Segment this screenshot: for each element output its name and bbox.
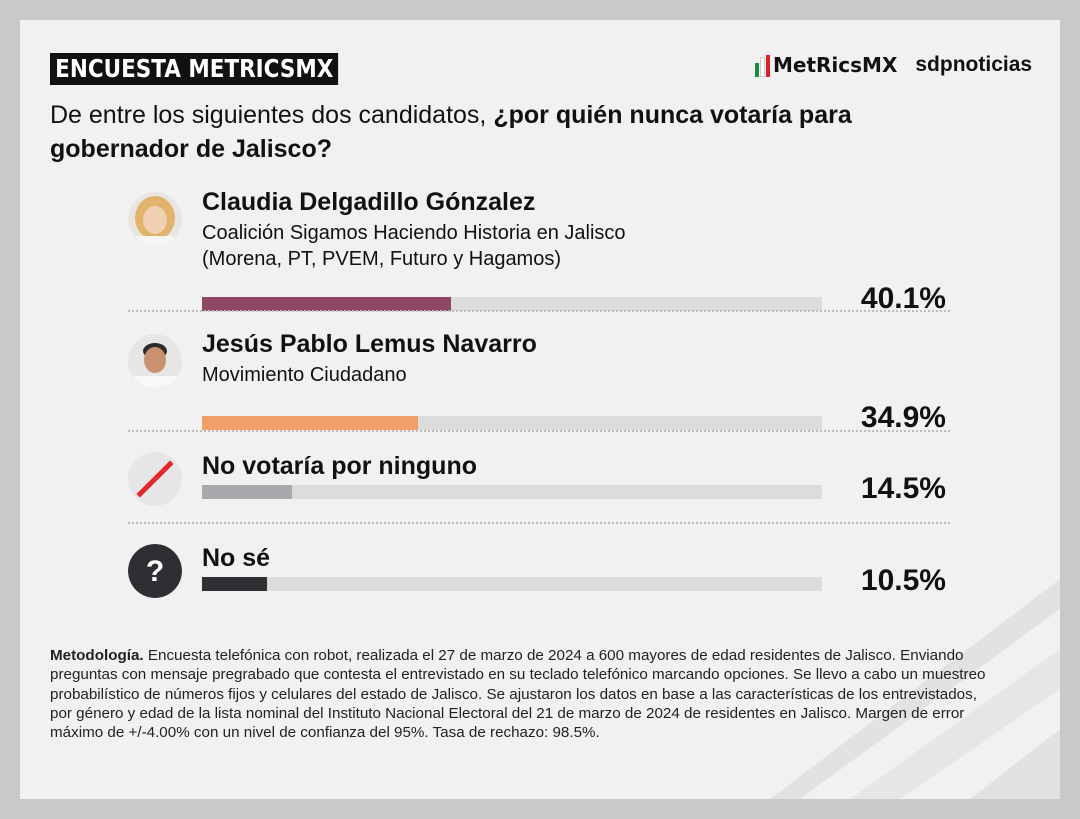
avatar-jesus bbox=[128, 334, 182, 388]
question-normal: De entre los siguientes dos candidatos, bbox=[50, 101, 494, 129]
bar-track bbox=[202, 485, 822, 499]
row-separator bbox=[128, 310, 950, 312]
logos: MetRicsMX sdpnoticias bbox=[755, 47, 1032, 83]
candidate-name: Jesús Pablo Lemus Navarro bbox=[202, 330, 537, 358]
slash-icon bbox=[128, 452, 182, 506]
candidate-name: Claudia Delgadillo Gónzalez bbox=[202, 188, 536, 216]
result-row-claudia: Claudia Delgadillo Gónzalez Coalición Si… bbox=[128, 188, 948, 315]
bar-fill bbox=[202, 577, 268, 591]
metricsmx-bars-icon bbox=[755, 53, 771, 77]
result-row-dontknow: ? No sé 10.5% bbox=[128, 544, 948, 614]
metricsmx-logo-text: MetRicsMX bbox=[773, 53, 898, 77]
percent-label: 10.5% bbox=[860, 564, 946, 597]
avatar-claudia bbox=[128, 192, 182, 246]
bar-track bbox=[202, 297, 822, 311]
option-name: No sé bbox=[202, 544, 271, 572]
percent-label: 34.9% bbox=[860, 401, 946, 434]
background-stripes bbox=[770, 579, 1060, 799]
candidate-coalition: Coalición Sigamos Haciendo Historia en J… bbox=[202, 222, 626, 244]
candidate-party: Movimiento Ciudadano bbox=[202, 364, 407, 386]
row-separator bbox=[128, 430, 950, 432]
percent-label: 14.5% bbox=[860, 472, 946, 505]
bar-fill bbox=[202, 416, 419, 430]
survey-tag: ENCUESTA METRICSMX bbox=[50, 53, 339, 85]
candidate-parties: (Morena, PT, PVEM, Futuro y Hagamos) bbox=[202, 248, 562, 270]
bar-track bbox=[202, 416, 822, 430]
question: De entre los siguientes dos candidatos, … bbox=[50, 98, 950, 166]
bar-fill bbox=[202, 297, 451, 311]
question-glyph: ? bbox=[146, 555, 164, 588]
result-row-none: No votaría por ninguno 14.5% bbox=[128, 452, 948, 522]
sdpnoticias-logo: sdpnoticias bbox=[915, 53, 1033, 76]
metricsmx-logo: MetRicsMX bbox=[755, 53, 897, 77]
option-name: No votaría por ninguno bbox=[202, 452, 477, 480]
bar-fill bbox=[202, 485, 292, 499]
row-separator bbox=[128, 522, 950, 524]
methodology: Metodología. Encuesta telefónica con rob… bbox=[50, 646, 995, 742]
question-icon: ? bbox=[128, 544, 182, 598]
methodology-label: Metodología. bbox=[50, 647, 144, 664]
methodology-text: Encuesta telefónica con robot, realizada… bbox=[50, 647, 986, 742]
percent-label: 40.1% bbox=[860, 282, 946, 315]
poll-card: ENCUESTA METRICSMX MetRicsMX sdpnoticias… bbox=[20, 20, 1060, 799]
result-row-jesus: Jesús Pablo Lemus Navarro Movimiento Ciu… bbox=[128, 330, 948, 434]
bar-track bbox=[202, 577, 822, 591]
question-bold: ¿por quién nunca votaría para gobernador… bbox=[50, 101, 852, 163]
